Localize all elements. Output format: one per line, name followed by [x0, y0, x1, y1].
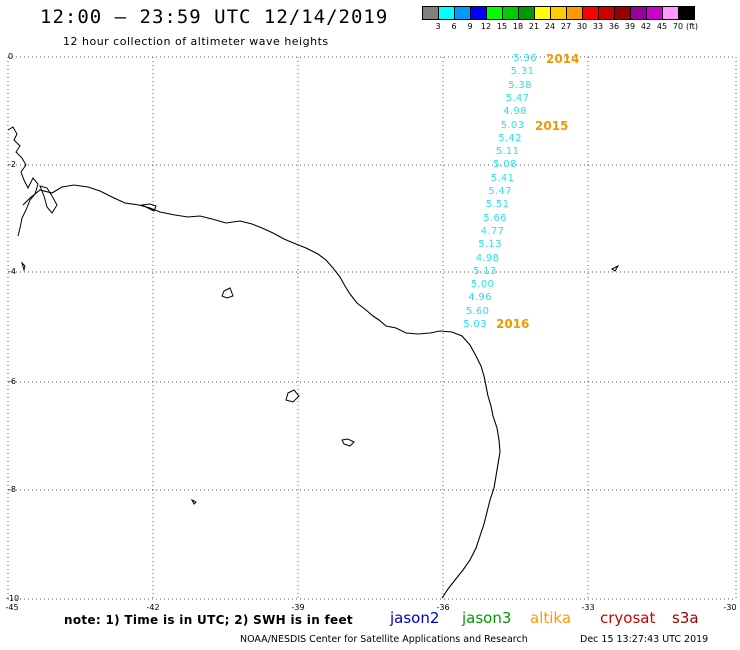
y-tick-label: -2 — [8, 160, 16, 169]
color-scale-label: 12 — [480, 22, 492, 31]
map-grid — [7, 56, 737, 600]
x-tick-label: -45 — [5, 603, 19, 612]
footer-note: note: 1) Time is in UTC; 2) SWH is in fe… — [64, 613, 353, 627]
wave-height-label: 4.98 — [475, 252, 500, 264]
wave-height-label: 5.47 — [505, 92, 530, 104]
wave-height-label: 5.11 — [495, 146, 520, 158]
x-tick-label: -36 — [436, 603, 450, 612]
x-tick-label: -42 — [146, 603, 160, 612]
map-title: 12:00 – 23:59 UTC 12/14/2019 — [40, 6, 389, 28]
color-scale-label: 30 — [576, 22, 588, 31]
color-scale-label: 9 — [467, 22, 473, 31]
wave-height-label: 5.08 — [493, 159, 517, 171]
year-label-2016: 2016 — [496, 317, 530, 331]
y-tick-label: -8 — [8, 485, 16, 494]
satellite-s3a: s3a — [672, 609, 699, 627]
wave-height-label: 5.38 — [508, 79, 532, 91]
x-tick-label: -33 — [581, 603, 595, 612]
satellite-jason2: jason2 — [390, 609, 440, 627]
map-frame — [8, 57, 736, 599]
color-scale-label: 21 — [528, 22, 540, 31]
coastline-west — [7, 126, 39, 237]
y-tick-label: -4 — [8, 267, 16, 276]
color-scale-label: 39 — [624, 22, 636, 31]
coastline-islands — [20, 185, 620, 505]
wave-height-label: 5.42 — [498, 132, 522, 144]
wave-height-label: 4.98 — [503, 106, 527, 118]
color-scale-unit: (ft) — [685, 22, 699, 31]
color-scale-label: 24 — [544, 22, 556, 31]
x-tick-label: -30 — [723, 603, 737, 612]
wave-height-label: 5.60 — [465, 305, 490, 317]
year-label-2015: 2015 — [535, 119, 569, 133]
coastline — [22, 184, 501, 599]
satellite-cryosat: cryosat — [600, 609, 656, 627]
color-scale-labels: 3 6 9 12 15 18 21 24 27 30 33 36 39 42 45 70 (ft) — [422, 22, 740, 34]
color-scale-label: 27 — [560, 22, 572, 31]
wave-height-label: 5.51 — [485, 199, 510, 211]
wave-height-label: 5.31 — [510, 66, 535, 78]
y-tick-label: -6 — [8, 377, 16, 386]
satellite-altika: altika — [530, 609, 572, 627]
color-scale-label: 6 — [451, 22, 457, 31]
x-tick-label: -39 — [291, 603, 305, 612]
wave-height-label: 5.41 — [490, 172, 515, 184]
credit-line: NOAA/NESDIS Center for Satellite Applica… — [240, 634, 528, 645]
wave-height-label: 4.77 — [480, 225, 505, 237]
color-scale-label: 45 — [656, 22, 668, 31]
color-scale-label: 33 — [592, 22, 604, 31]
generation-timestamp: Dec 15 13:27:43 UTC 2019 — [580, 634, 709, 645]
year-label-2014: 2014 — [546, 52, 580, 66]
y-tick-label: -10 — [6, 594, 20, 603]
color-scale-label: 36 — [608, 22, 620, 31]
color-scale-label: 3 — [435, 22, 441, 31]
wave-height-label: 5.13 — [478, 239, 502, 251]
wave-height-label: 5.13 — [473, 265, 497, 277]
color-scale-label: 42 — [640, 22, 652, 31]
color-scale-cell — [678, 6, 695, 20]
wave-height-label: 5.03 — [500, 119, 525, 131]
map-subtitle: 12 hour collection of altimeter wave hei… — [63, 35, 329, 48]
wave-height-label: 5.66 — [483, 212, 507, 224]
color-scale-label: 18 — [512, 22, 524, 31]
y-tick-label: 0 — [8, 52, 14, 61]
wave-height-label: 5.36 — [513, 53, 537, 64]
wave-height-label: 5.47 — [488, 186, 512, 197]
wave-height-label: 5.03 — [463, 319, 487, 330]
color-scale-label: 70 — [672, 22, 684, 31]
color-scale-label: 15 — [496, 22, 508, 31]
satellite-jason3: jason3 — [462, 609, 512, 627]
color-scale — [422, 6, 695, 20]
wave-height-label: 4.96 — [468, 292, 492, 304]
wave-height-label: 5.00 — [470, 279, 495, 291]
